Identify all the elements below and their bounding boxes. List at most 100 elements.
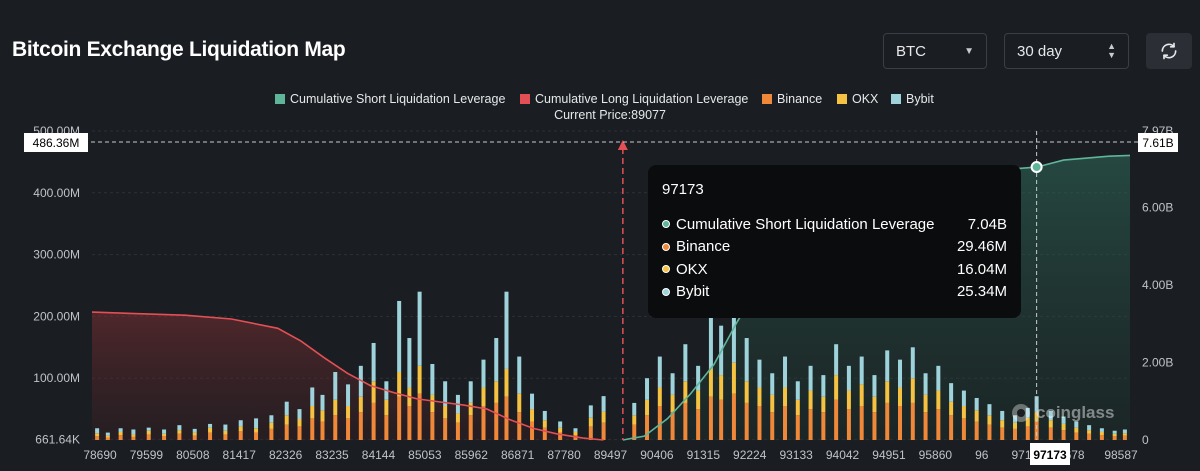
bar-bybit [783,356,788,388]
bar-bybit [632,402,637,416]
bar-binance [670,412,675,440]
legend-label: OKX [852,92,879,106]
bar-okx [910,378,915,403]
caret-down-icon: ▼ [964,45,974,57]
refresh-button[interactable] [1146,33,1192,69]
tooltip-row-name: Bybit [676,283,710,301]
bar-okx [601,411,606,423]
bar-okx [131,434,136,437]
bar-okx [371,381,376,403]
bar-okx [949,401,954,416]
bar-bybit [95,428,100,434]
bar-okx [397,372,402,397]
y-left-tick-label: 400.00M [33,186,80,200]
okx-dot-icon [662,265,670,274]
bar-okx [770,394,775,413]
bar-okx [1025,417,1030,427]
bar-bybit [1048,410,1053,421]
bar-okx [961,406,966,419]
bar-bybit [192,428,197,433]
bar-bybit [504,291,509,369]
legend-label: Bybit [906,92,934,106]
bar-okx [885,381,890,403]
bar-okx [987,415,992,425]
bar-binance [885,402,890,440]
bar-okx [430,394,435,413]
bar-bybit [795,381,800,400]
bar-binance [1025,426,1030,440]
bar-okx [1048,420,1053,428]
bar-binance [131,436,136,440]
tooltip-row-value: 7.04B [967,215,1007,233]
bar-okx [384,399,389,416]
bar-binance [696,409,701,440]
bar-okx [238,426,243,432]
bar-bybit [573,428,578,432]
tooltip-row-binance: Binance 29.46M [662,236,1007,259]
bar-bybit [974,397,979,411]
bar-bybit [131,429,136,435]
bar-bybit [708,288,713,369]
bar-binance [936,409,941,440]
tooltip-row-bybit: Bybit 25.34M [662,281,1007,304]
asset-select[interactable]: BTC ▼ [883,33,987,69]
x-tick-label: 94042 [826,448,860,462]
bar-bybit [683,344,688,382]
bar-okx [1087,430,1092,434]
long-area [92,312,604,440]
x-tick-label: 93133 [779,448,813,462]
legend-swatch [837,94,847,104]
bar-binance [542,427,547,440]
bar-binance [530,421,535,440]
bar-binance [208,432,213,440]
bar-binance [455,422,460,440]
bar-okx [846,390,851,410]
binance-dot-icon [662,242,670,251]
bar-okx [558,427,563,433]
tooltip-row-okx: OKX 16.04M [662,258,1007,281]
bar-binance [1061,430,1066,440]
x-tick-label: 87780 [547,448,581,462]
x-tick-label: 92224 [733,448,767,462]
y-right-tick-label: 2.00B [1142,355,1173,369]
hover-point [1030,161,1043,174]
bar-okx [346,406,351,419]
bar-binance [468,415,473,440]
bar-binance [397,396,402,440]
bar-okx [1000,420,1005,428]
bar-bybit [846,365,851,391]
bar-bybit [558,421,563,428]
period-select[interactable]: 30 day ▲ ▼ [1004,33,1129,69]
bar-okx [468,402,473,416]
bar-bybit [923,373,928,395]
bar-okx [683,381,688,403]
legend-label: Cumulative Long Liquidation Leverage [535,92,748,106]
bar-binance [645,415,650,440]
x-tick-label: 96 [975,448,989,462]
legend-swatch [275,94,285,104]
hover-tooltip: 97173 Cumulative Short Liquidation Lever… [648,165,1021,318]
bar-okx [834,375,839,400]
bar-bybit [223,424,228,431]
tooltip-row-value: 16.04M [956,260,1007,278]
bar-bybit [269,415,274,423]
bar-bybit [731,307,736,363]
y-right-tick-label: 0 [1142,433,1149,447]
legend-swatch [762,94,772,104]
bar-binance [346,418,351,440]
bar-bybit [494,338,499,382]
bar-binance [1000,427,1005,440]
bar-okx [645,399,650,416]
bar-okx [95,433,100,437]
x-tick-label: 86871 [501,448,535,462]
x-tick-label: 84144 [362,448,396,462]
short-dot-icon [662,220,670,229]
bar-okx [670,394,675,413]
bar-okx [923,394,928,413]
bar-bybit [443,381,448,407]
bar-binance [105,437,110,440]
bar-binance [358,412,363,440]
bar-binance [1087,433,1092,440]
bar-binance [95,436,100,440]
current-price-label: Current Price:89077 [554,108,666,122]
